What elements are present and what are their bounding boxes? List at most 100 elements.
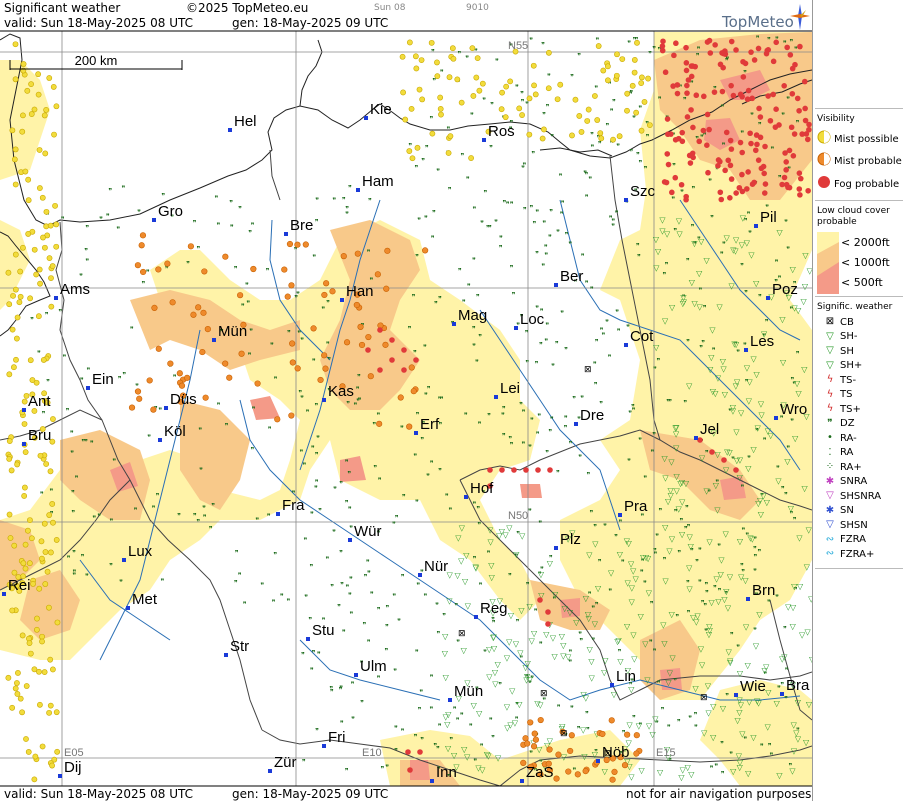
svg-text:❞: ❞: [40, 490, 44, 498]
svg-text:❞: ❞: [152, 505, 156, 513]
svg-text:❞: ❞: [591, 605, 595, 613]
svg-text:❞: ❞: [781, 112, 785, 120]
svg-text:▽: ▽: [730, 406, 737, 415]
svg-text:▽: ▽: [747, 534, 754, 543]
snow-shower-icon: ▽: [826, 519, 834, 530]
svg-text:▽: ▽: [709, 326, 716, 335]
city-marker: [228, 128, 232, 132]
svg-text:▽: ▽: [665, 497, 672, 506]
svg-text:▽: ▽: [795, 306, 802, 315]
svg-text:❞: ❞: [644, 165, 648, 173]
svg-text:❞: ❞: [519, 401, 523, 409]
svg-text:❞: ❞: [423, 344, 427, 352]
svg-text:❞: ❞: [440, 68, 444, 76]
svg-text:❞: ❞: [615, 209, 619, 217]
svg-text:❞: ❞: [268, 426, 272, 434]
city-label: Lin: [616, 668, 636, 685]
brand-logo[interactable]: TopMeteo: [722, 13, 794, 31]
svg-text:❞: ❞: [611, 218, 615, 226]
svg-text:❞: ❞: [46, 211, 50, 219]
svg-text:❞: ❞: [568, 658, 572, 666]
svg-text:❞: ❞: [385, 604, 389, 612]
svg-text:▽: ▽: [765, 427, 772, 436]
svg-text:❞: ❞: [372, 421, 376, 429]
svg-text:▽: ▽: [660, 620, 667, 629]
svg-text:❞: ❞: [510, 200, 514, 208]
svg-text:❞: ❞: [339, 686, 343, 694]
city-label: Lei: [500, 380, 520, 397]
svg-text:▽: ▽: [485, 751, 492, 760]
svg-text:❞: ❞: [685, 504, 689, 512]
svg-text:❞: ❞: [557, 704, 561, 712]
svg-text:▽: ▽: [806, 700, 812, 709]
svg-text:❞: ❞: [760, 743, 764, 751]
svg-text:❞: ❞: [453, 706, 457, 714]
svg-text:❞: ❞: [778, 274, 782, 282]
svg-text:❞: ❞: [58, 308, 62, 316]
svg-text:❞: ❞: [81, 438, 85, 446]
svg-text:❞: ❞: [622, 729, 626, 737]
svg-text:▽: ▽: [710, 387, 717, 396]
svg-text:❞: ❞: [646, 133, 650, 141]
svg-text:▽: ▽: [586, 614, 593, 623]
city-marker: [268, 769, 272, 773]
svg-text:▽: ▽: [740, 214, 747, 223]
svg-text:❞: ❞: [771, 146, 775, 154]
svg-text:▽: ▽: [504, 703, 511, 712]
svg-text:❞: ❞: [501, 411, 505, 419]
svg-text:▽: ▽: [711, 428, 718, 437]
city-label: Hel: [234, 113, 257, 130]
svg-text:❞: ❞: [548, 428, 552, 436]
city-marker: [464, 495, 468, 499]
svg-text:▽: ▽: [805, 628, 812, 637]
svg-text:▽: ▽: [569, 529, 576, 538]
svg-text:❞: ❞: [796, 350, 800, 358]
svg-text:▽: ▽: [723, 466, 730, 475]
svg-text:❞: ❞: [310, 511, 314, 519]
svg-text:▽: ▽: [721, 595, 728, 604]
svg-text:❞: ❞: [241, 303, 245, 311]
svg-text:❞: ❞: [655, 719, 659, 727]
svg-text:❞: ❞: [781, 485, 785, 493]
svg-text:▽: ▽: [486, 672, 493, 681]
svg-text:❞: ❞: [287, 598, 291, 606]
svg-text:❞: ❞: [579, 637, 583, 645]
svg-text:▽: ▽: [801, 297, 808, 306]
city-label: Wro: [780, 401, 807, 418]
svg-text:▽: ▽: [794, 379, 801, 388]
svg-text:❞: ❞: [794, 46, 798, 54]
svg-text:❞: ❞: [569, 440, 573, 448]
grid-label-e15: E15: [656, 747, 676, 759]
svg-text:▽: ▽: [790, 603, 797, 612]
svg-text:❞: ❞: [649, 638, 653, 646]
svg-text:▽: ▽: [799, 631, 806, 640]
svg-text:▽: ▽: [730, 767, 737, 776]
svg-text:❞: ❞: [108, 187, 112, 195]
svg-text:❞: ❞: [580, 395, 584, 403]
svg-text:❞: ❞: [549, 554, 553, 562]
svg-text:❞: ❞: [502, 199, 506, 207]
svg-text:▽: ▽: [624, 757, 631, 766]
svg-text:❞: ❞: [345, 205, 349, 213]
rain-light-icon: •: [827, 432, 833, 443]
svg-text:❞: ❞: [70, 429, 74, 437]
svg-text:❞: ❞: [315, 451, 319, 459]
svg-text:❞: ❞: [600, 327, 604, 335]
svg-text:▽: ▽: [739, 240, 746, 249]
svg-text:❞: ❞: [424, 391, 428, 399]
legend-fzra: ∾ FZRA: [823, 534, 866, 546]
svg-text:❞: ❞: [568, 240, 572, 248]
legend-panel: Visibility Mist possible Mist probable F…: [812, 0, 904, 801]
svg-text:❞: ❞: [680, 189, 684, 197]
svg-text:❞: ❞: [516, 618, 520, 626]
rivers: [79, 199, 801, 701]
svg-text:❞: ❞: [85, 258, 89, 266]
svg-text:❞: ❞: [638, 436, 642, 444]
city-marker: [754, 224, 758, 228]
svg-text:▽: ▽: [737, 473, 744, 482]
svg-text:▽: ▽: [512, 719, 519, 728]
svg-text:❞: ❞: [438, 467, 442, 475]
svg-text:❞: ❞: [717, 542, 721, 550]
svg-text:❞: ❞: [775, 259, 779, 267]
svg-text:▽: ▽: [679, 498, 686, 507]
